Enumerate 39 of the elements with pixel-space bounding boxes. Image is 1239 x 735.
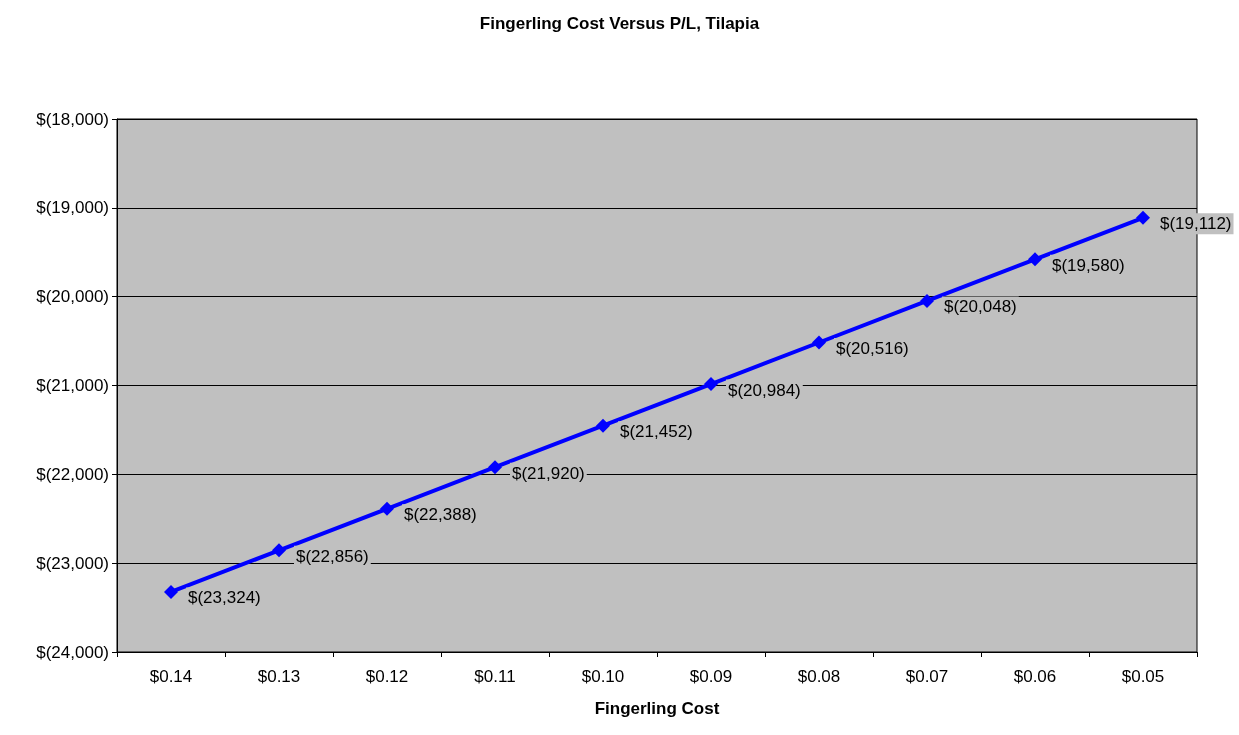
point <box>920 293 934 308</box>
point <box>812 335 826 350</box>
data-label: $(19,112) <box>1160 214 1232 234</box>
x-tick-label: $0.11 <box>474 667 516 686</box>
point <box>272 543 286 558</box>
x-tick-label: $0.08 <box>797 667 841 686</box>
x-tick-label: $0.06 <box>1013 667 1057 686</box>
x-axis-title: Fingerling Cost <box>594 699 720 718</box>
point <box>1028 252 1042 267</box>
x-tick-label: $0.12 <box>365 667 409 686</box>
y-tick-label: $(19,000) <box>36 198 109 218</box>
point <box>380 501 394 516</box>
y-tick-label: $(21,000) <box>36 376 109 395</box>
data-label: $(23,324) <box>188 588 261 608</box>
data-label: $(20,984) <box>728 380 801 400</box>
point <box>164 584 178 599</box>
point <box>704 377 718 392</box>
point <box>488 460 502 475</box>
data-label: $(21,920) <box>512 463 585 483</box>
y-tick-label: $(20,000) <box>36 287 109 307</box>
x-tick-label: $0.10 <box>581 667 625 686</box>
data-label: $(19,580) <box>1052 255 1125 275</box>
x-tick-label: $0.07 <box>905 667 949 686</box>
chart-title: Fingerling Cost Versus P/L, Tilapia <box>479 14 760 33</box>
data-label: $(20,516) <box>836 339 909 358</box>
point <box>1136 210 1150 225</box>
data-label: $(21,452) <box>620 422 693 442</box>
y-tick-label: $(24,000) <box>36 642 109 662</box>
data-label: $(20,048) <box>944 297 1017 317</box>
x-tick-label: $0.13 <box>257 667 301 686</box>
data-label: $(22,856) <box>296 546 369 566</box>
y-tick-label: $(22,000) <box>36 464 109 484</box>
x-tick-label: $0.09 <box>689 667 733 686</box>
y-tick-label: $(18,000) <box>36 109 109 129</box>
y-tick-label: $(23,000) <box>36 553 109 573</box>
x-tick-label: $0.14 <box>149 667 193 686</box>
point <box>596 418 610 433</box>
x-tick-label: $0.05 <box>1121 667 1165 686</box>
data-label: $(22,388) <box>404 505 477 525</box>
